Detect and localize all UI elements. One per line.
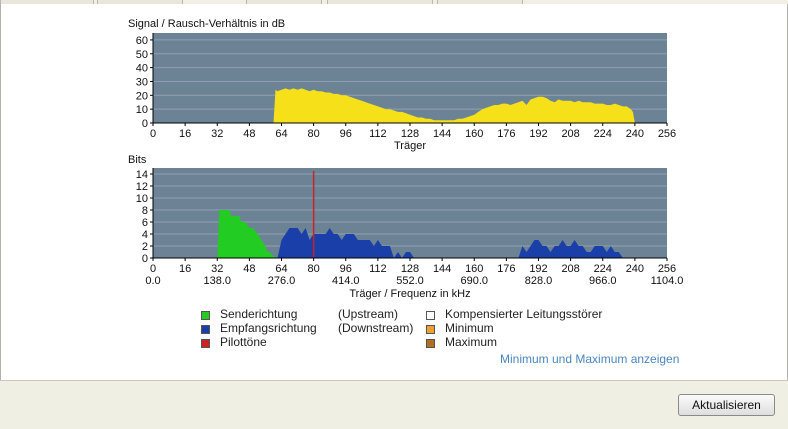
legend-note-upstream: (Upstream) bbox=[338, 307, 399, 321]
bits-x-tick-label: 192 bbox=[529, 263, 547, 275]
bits-y-tick-label: 12 bbox=[136, 181, 148, 193]
snr-x-tick-label: 160 bbox=[465, 128, 483, 140]
snr-y-tick-label: 20 bbox=[136, 90, 148, 102]
bits-chart-title: Bits bbox=[128, 154, 147, 166]
bits-x-tick-label: 256 bbox=[658, 263, 676, 275]
bits-x-tick-label: 224 bbox=[594, 263, 612, 275]
snr-x-tick-label: 208 bbox=[561, 128, 579, 140]
snr-x-tick-label: 128 bbox=[401, 128, 419, 140]
bits-y-tick-label: 0 bbox=[142, 253, 148, 265]
freq-tick-label: 138.0 bbox=[203, 275, 231, 287]
freq-tick-label: 966.0 bbox=[589, 275, 617, 287]
panel-divider bbox=[0, 380, 788, 381]
legend-swatch-maximum bbox=[426, 339, 435, 348]
snr-x-tick-label: 96 bbox=[340, 128, 352, 140]
legend-label-minimum: Minimum bbox=[445, 321, 494, 335]
show-min-max-link[interactable]: Minimum und Maximum anzeigen bbox=[500, 352, 680, 366]
snr-series-area-0 bbox=[153, 88, 667, 123]
snr-x-tick-label: 144 bbox=[433, 128, 451, 140]
legend-swatch-downstream bbox=[201, 325, 210, 334]
legend-label-pilot: Pilottöne bbox=[220, 335, 267, 349]
bits-x-tick-label: 80 bbox=[308, 263, 320, 275]
bits-x-tick-label: 128 bbox=[401, 263, 419, 275]
bits-x-tick-label: 176 bbox=[497, 263, 515, 275]
bits-x-tick-label: 32 bbox=[211, 263, 223, 275]
bits-x-tick-label: 0 bbox=[150, 263, 156, 275]
bits-y-tick-label: 14 bbox=[136, 169, 148, 181]
legend-swatch-upstream bbox=[201, 311, 210, 320]
freq-tick-label: 414.0 bbox=[332, 275, 360, 287]
legend-swatch-compensated bbox=[426, 311, 435, 320]
legend-label-downstream: Empfangsrichtung bbox=[220, 321, 317, 335]
snr-x-tick-label: 80 bbox=[308, 128, 320, 140]
snr-x-tick-label: 192 bbox=[529, 128, 547, 140]
snr-x-tick-label: 16 bbox=[179, 128, 191, 140]
bits-x-tick-label: 240 bbox=[626, 263, 644, 275]
bits-series-area-1 bbox=[277, 228, 418, 258]
bits-x-tick-label: 112 bbox=[369, 263, 387, 275]
bits-y-tick-label: 6 bbox=[142, 217, 148, 229]
snr-y-tick-label: 30 bbox=[136, 76, 148, 88]
freq-tick-label: 828.0 bbox=[525, 275, 553, 287]
legend-swatch-minimum bbox=[426, 325, 435, 334]
bits-x-tick-label: 208 bbox=[561, 263, 579, 275]
snr-x-tick-label: 224 bbox=[594, 128, 612, 140]
snr-chart-title: Signal / Rausch-Verhältnis in dB bbox=[128, 18, 285, 30]
freq-tick-label: 276.0 bbox=[268, 275, 296, 287]
bits-x-tick-label: 160 bbox=[465, 263, 483, 275]
freq-tick-label: 0.0 bbox=[145, 275, 160, 287]
freq-tick-label: 1104.0 bbox=[651, 275, 684, 287]
refresh-button[interactable]: Aktualisieren bbox=[678, 394, 775, 416]
legend-label-maximum: Maximum bbox=[445, 335, 498, 349]
snr-x-tick-label: 0 bbox=[150, 128, 156, 140]
snr-y-tick-label: 40 bbox=[136, 63, 148, 75]
snr-x-tick-label: 64 bbox=[275, 128, 287, 140]
bits-y-tick-label: 2 bbox=[142, 241, 148, 253]
bits-x-tick-label: 64 bbox=[275, 263, 287, 275]
bits-x-tick-label: 16 bbox=[179, 263, 191, 275]
bits-series-area-2 bbox=[518, 240, 623, 258]
snr-y-tick-label: 0 bbox=[142, 118, 148, 130]
bits-y-tick-label: 4 bbox=[142, 229, 148, 241]
snr-x-axis-label: Träger bbox=[394, 140, 426, 152]
bits-series-area-0 bbox=[217, 210, 278, 258]
snr-y-tick-label: 60 bbox=[136, 35, 148, 47]
snr-x-tick-label: 48 bbox=[243, 128, 255, 140]
legend-note-downstream: (Downstream) bbox=[338, 321, 414, 335]
bits-x-tick-label: 48 bbox=[243, 263, 255, 275]
bits-y-tick-label: 10 bbox=[136, 193, 148, 205]
legend-swatch-pilot bbox=[201, 339, 210, 348]
snr-x-tick-label: 256 bbox=[658, 128, 676, 140]
bits-x-tick-label: 96 bbox=[340, 263, 352, 275]
bits-y-tick-label: 8 bbox=[142, 205, 148, 217]
snr-y-tick-label: 50 bbox=[136, 49, 148, 61]
snr-x-tick-label: 240 bbox=[626, 128, 644, 140]
legend-label-upstream: Senderichtung bbox=[220, 307, 298, 321]
freq-tick-label: 690.0 bbox=[460, 275, 488, 287]
bits-x-tick-label: 144 bbox=[433, 263, 451, 275]
snr-x-tick-label: 112 bbox=[369, 128, 387, 140]
snr-x-tick-label: 176 bbox=[497, 128, 515, 140]
freq-tick-label: 552.0 bbox=[396, 275, 424, 287]
legend-label-compensated: Kompensierter Leitungsstörer bbox=[445, 307, 603, 321]
bits-x-axis-label: Träger / Frequenz in kHz bbox=[349, 288, 470, 300]
snr-x-tick-label: 32 bbox=[211, 128, 223, 140]
snr-y-tick-label: 10 bbox=[136, 104, 148, 116]
